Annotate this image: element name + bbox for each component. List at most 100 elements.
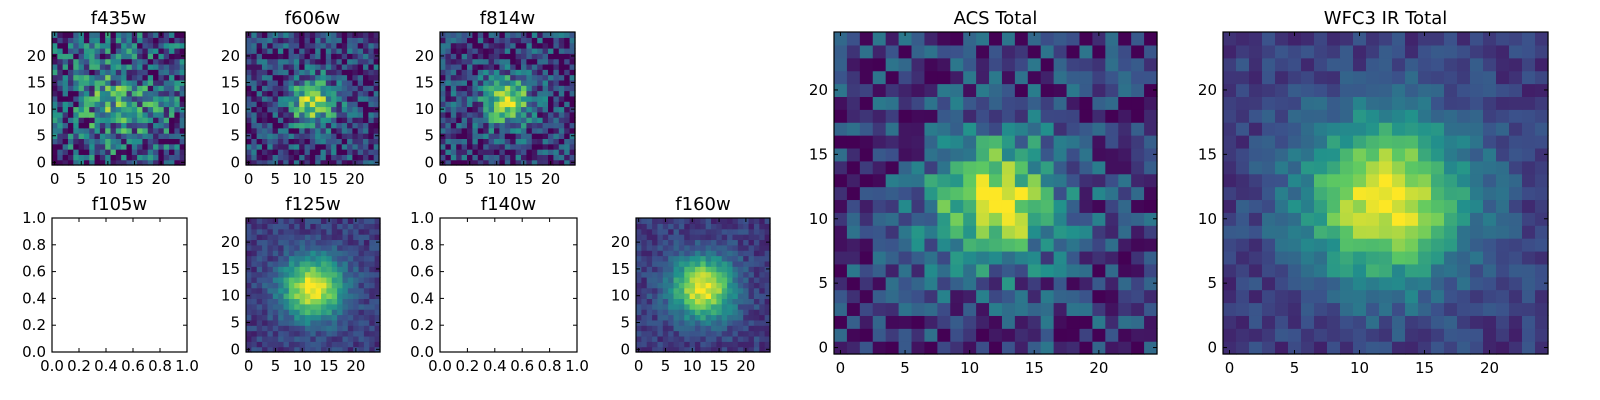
heatmap-cell xyxy=(1405,135,1419,149)
heatmap-cell xyxy=(321,314,327,321)
heatmap-cell xyxy=(898,328,913,342)
heatmap-cell xyxy=(251,90,258,97)
heatmap-cell xyxy=(737,228,744,235)
heatmap-cell xyxy=(1379,83,1393,97)
heatmap-cell xyxy=(331,117,338,124)
heatmap-cell xyxy=(1131,238,1145,252)
heatmap-cell xyxy=(711,298,717,305)
heatmap-cell xyxy=(531,58,538,65)
heatmap-cell xyxy=(711,287,717,294)
heatmap-cell xyxy=(477,117,484,124)
heatmap-cell xyxy=(1236,109,1250,123)
heatmap-cell xyxy=(110,106,117,113)
heatmap-cell xyxy=(737,218,744,224)
heatmap-cell xyxy=(1457,186,1471,201)
heatmap-cell xyxy=(115,138,122,145)
heatmap-cell xyxy=(636,309,642,316)
heatmap-cell xyxy=(363,346,370,353)
heatmap-cell xyxy=(256,58,263,65)
heatmap-cell xyxy=(1079,160,1093,175)
heatmap-cell xyxy=(668,335,675,342)
heatmap-cell xyxy=(705,266,712,273)
heatmap-cell xyxy=(67,79,74,86)
heatmap-cell xyxy=(1236,199,1250,213)
heatmap-cell xyxy=(142,111,149,118)
heatmap-cell xyxy=(357,127,364,134)
heatmap-cell xyxy=(1431,57,1445,72)
heatmap-cell xyxy=(83,154,90,161)
heatmap-cell xyxy=(62,143,69,150)
heatmap-cell xyxy=(304,325,311,332)
heatmap-cell xyxy=(105,106,112,113)
heatmap-cell xyxy=(369,298,376,305)
heatmap-cell xyxy=(1327,328,1341,342)
heatmap-cell xyxy=(304,32,311,38)
heatmap-cell xyxy=(467,69,473,76)
heatmap-cell xyxy=(472,106,479,113)
heatmap-cell xyxy=(950,44,964,59)
heatmap-cell xyxy=(142,85,149,92)
heatmap-cell xyxy=(294,282,301,289)
heatmap-cell xyxy=(1418,250,1432,265)
heatmap-cell xyxy=(368,149,375,155)
heatmap-cell xyxy=(1079,147,1093,162)
heatmap-cell xyxy=(657,234,664,241)
heatmap-cell xyxy=(646,244,653,251)
heatmap-cell xyxy=(131,95,138,102)
y-tick-label: 0.8 xyxy=(22,236,46,254)
heatmap-cell xyxy=(256,133,263,139)
heatmap-cell xyxy=(309,32,316,38)
heatmap-cell xyxy=(163,133,170,139)
heatmap-cell xyxy=(652,346,659,353)
heatmap-cell xyxy=(179,149,186,155)
heatmap-cell xyxy=(57,154,64,161)
heatmap-cell xyxy=(310,276,317,283)
heatmap-cell xyxy=(646,287,653,294)
heatmap-cell xyxy=(78,63,85,70)
heatmap-cell xyxy=(256,298,263,305)
heatmap-cell xyxy=(1275,199,1289,213)
heatmap-cell xyxy=(553,32,560,38)
heatmap-cell xyxy=(472,32,479,38)
heatmap-cell xyxy=(1014,302,1029,316)
heatmap-cell xyxy=(764,314,771,321)
heatmap-cell xyxy=(89,106,96,113)
heatmap-cell xyxy=(1105,173,1119,188)
heatmap-cell xyxy=(521,63,527,70)
heatmap-cell xyxy=(636,244,642,251)
heatmap-cell xyxy=(1027,173,1042,188)
heatmap-cell xyxy=(477,127,484,134)
heatmap-cell xyxy=(341,53,348,60)
heatmap-cell xyxy=(937,341,951,355)
heatmap-cell xyxy=(684,325,691,332)
heatmap-cell xyxy=(494,106,500,113)
heatmap-cell xyxy=(272,341,279,348)
heatmap-cell xyxy=(73,37,80,44)
heatmap-cell xyxy=(1001,276,1016,291)
heatmap-cell xyxy=(283,32,290,38)
heatmap-cell xyxy=(1288,147,1302,162)
heatmap-cell xyxy=(1379,276,1393,291)
heatmap-cell xyxy=(646,234,653,241)
heatmap-cell xyxy=(737,271,744,278)
heatmap-cell xyxy=(1418,70,1432,85)
heatmap-cell xyxy=(548,74,554,81)
heatmap-cell xyxy=(510,117,517,124)
heatmap-cell xyxy=(321,346,327,353)
heatmap-cell xyxy=(126,37,133,44)
heatmap-cell xyxy=(67,127,74,134)
heatmap-cell xyxy=(1431,250,1445,265)
heatmap-cell xyxy=(515,79,522,86)
heatmap-cell xyxy=(326,330,333,337)
heatmap-cell xyxy=(272,37,279,44)
heatmap-cell xyxy=(246,37,252,44)
axis-frame xyxy=(439,31,576,166)
heatmap-cell xyxy=(1131,276,1145,291)
heatmap-cell xyxy=(937,135,951,149)
heatmap-cell xyxy=(357,95,364,102)
heatmap-cell xyxy=(467,53,473,60)
heatmap-cell xyxy=(337,239,344,246)
heatmap-cell xyxy=(1379,173,1393,188)
heatmap-cell xyxy=(368,117,375,124)
heatmap-cell xyxy=(705,335,712,342)
